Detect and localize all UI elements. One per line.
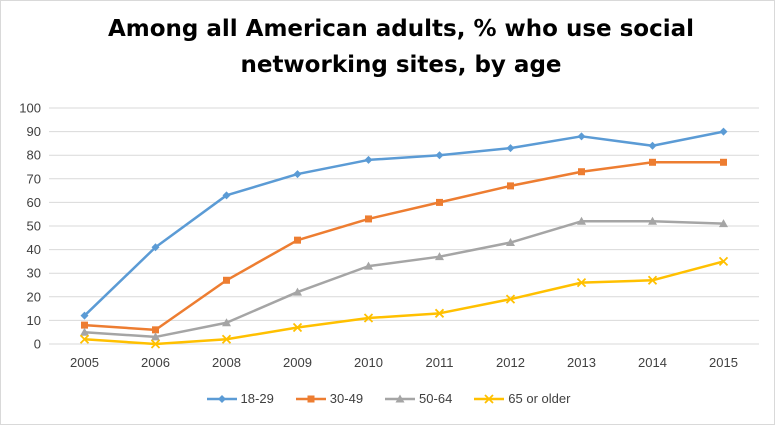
data-point (435, 151, 444, 160)
data-point (294, 236, 301, 244)
data-point (578, 168, 585, 176)
data-point (81, 321, 88, 329)
x-tick-label: 2015 (709, 355, 738, 370)
data-point (505, 294, 516, 304)
x-tick-label: 2013 (567, 355, 596, 370)
x-tick-label: 2011 (426, 355, 454, 370)
series-18-29 (80, 127, 728, 320)
y-tick-label: 20 (27, 289, 41, 304)
x-tick-label: 2005 (70, 355, 99, 370)
data-point (577, 132, 586, 141)
legend-item: 65 or older (474, 391, 570, 406)
y-tick-label: 60 (27, 195, 41, 210)
y-tick-label: 100 (19, 101, 41, 116)
x-tick-label: 2014 (638, 355, 667, 370)
data-point (221, 334, 232, 344)
legend-marker (217, 394, 226, 403)
data-point (507, 182, 514, 190)
data-point (292, 322, 303, 333)
y-tick-label: 0 (34, 337, 41, 352)
legend-swatch (206, 394, 237, 403)
chart-title: Among all American adults, % who use soc… (61, 11, 741, 83)
legend-label: 65 or older (508, 391, 571, 406)
data-point (151, 243, 160, 252)
data-point (436, 198, 443, 206)
series-30-49 (81, 158, 727, 334)
data-point (718, 256, 729, 267)
legend-label: 30-49 (329, 391, 364, 406)
series-65-or-older (79, 256, 729, 349)
series-line (84, 161, 724, 332)
x-axis: 2005 2006 2008 2009 2010 2011 2012 2013 2014 2015 (70, 355, 738, 370)
x-tick-label: 2008 (212, 355, 241, 370)
data-point (435, 252, 444, 261)
y-tick-label: 40 (27, 242, 41, 257)
data-point (150, 339, 161, 349)
chart-title-line-2: networking sites, by age (240, 52, 562, 78)
data-point (151, 332, 160, 341)
data-point (719, 127, 728, 136)
series-50-64 (80, 216, 728, 341)
x-tick-label: 2009 (283, 355, 312, 370)
data-point (434, 308, 445, 318)
data-point (648, 216, 657, 225)
data-point (80, 311, 89, 320)
data-point (222, 318, 231, 327)
legend-swatch (474, 393, 505, 404)
data-point (576, 278, 587, 288)
data-point (364, 261, 373, 270)
data-point (720, 158, 727, 166)
chart-title-line-1: Among all American adults, % who use soc… (107, 16, 695, 42)
data-point (649, 158, 656, 166)
legend-item: 50-64 (385, 391, 452, 406)
data-point (365, 215, 372, 223)
data-point (222, 191, 231, 200)
legend-swatch (385, 394, 416, 402)
gridlines (49, 107, 759, 345)
data-point (293, 287, 302, 296)
legend-label: 18-29 (240, 391, 274, 406)
data-point (506, 144, 515, 153)
x-tick-label: 2010 (354, 355, 383, 370)
y-tick-label: 10 (27, 313, 41, 328)
data-point (647, 275, 658, 285)
series-line (84, 220, 724, 339)
legend-item: 30-49 (295, 391, 364, 406)
data-point (152, 326, 159, 334)
legend-marker (395, 394, 405, 402)
data-point (79, 334, 90, 344)
legend: 18-29 30-49 50-64 65 or older (1, 391, 775, 406)
data-point (223, 276, 230, 284)
data-point (364, 155, 373, 164)
y-tick-label: 80 (27, 148, 41, 163)
data-point (577, 216, 586, 225)
legend-label: 50-64 (419, 391, 453, 406)
data-point (80, 327, 89, 336)
data-point (363, 313, 374, 323)
y-tick-label: 90 (27, 124, 41, 139)
data-point (293, 170, 302, 179)
series-line (84, 260, 724, 346)
x-tick-label: 2012 (496, 355, 525, 370)
series-line (83, 130, 724, 317)
y-tick-label: 30 (27, 266, 41, 281)
data-point (719, 219, 728, 228)
x-tick-label: 2006 (141, 355, 170, 370)
y-axis: 0 10 20 30 40 50 60 70 80 90 100 (19, 101, 41, 352)
series-group (79, 127, 729, 349)
data-point (648, 141, 657, 150)
legend-marker (484, 393, 494, 404)
y-tick-label: 50 (27, 219, 41, 234)
legend-item: 18-29 (206, 391, 274, 406)
legend-marker (307, 395, 315, 402)
y-tick-label: 70 (27, 171, 41, 186)
legend-swatch (295, 395, 326, 402)
data-point (506, 238, 515, 247)
